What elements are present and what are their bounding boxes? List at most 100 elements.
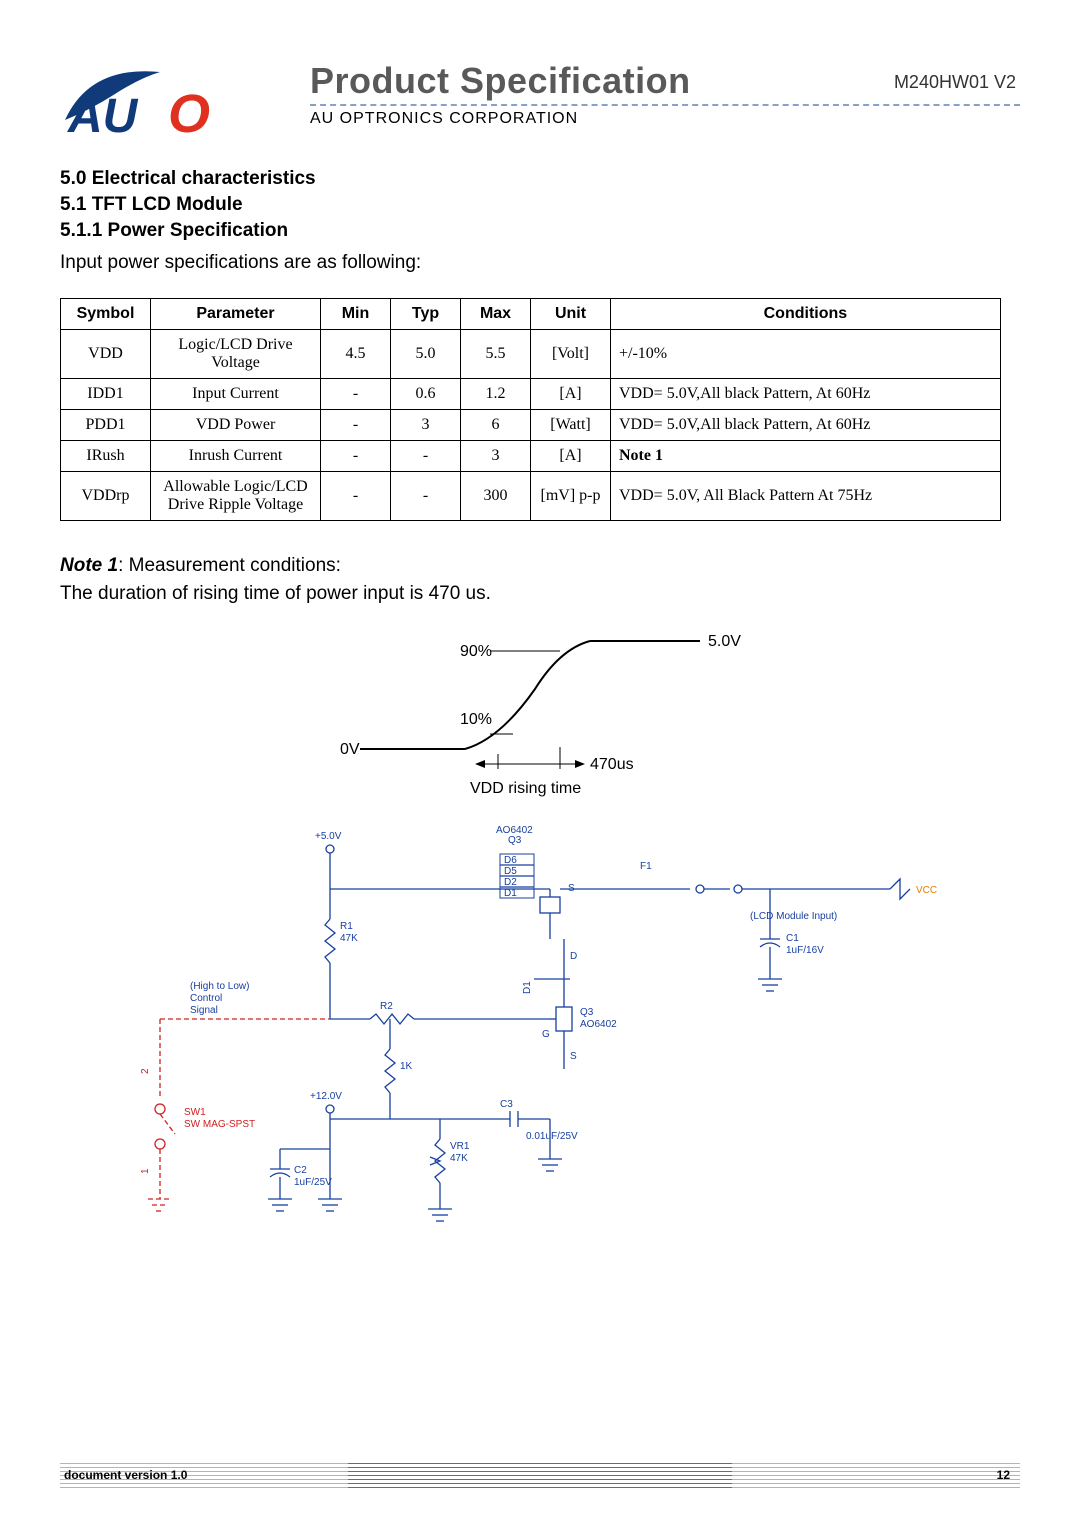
section-5-1: 5.1 TFT LCD Module [60, 194, 1020, 216]
cell-typ: 3 [391, 410, 461, 441]
col-unit: Unit [531, 299, 611, 330]
lbl-c1v: 1uF/16V [786, 945, 824, 956]
cell-cond: VDD= 5.0V,All black Pattern, At 60Hz [611, 379, 1001, 410]
label-0v: 0V [340, 741, 360, 758]
lbl-g: G [542, 1029, 550, 1040]
lbl-q3b: Q3 [580, 1007, 594, 1018]
lbl-c3v: 0.01uF/25V [526, 1131, 578, 1142]
col-min: Min [321, 299, 391, 330]
lbl-lcd: (LCD Module Input) [750, 911, 837, 922]
lbl-r1v: 47K [340, 933, 358, 944]
cell-symbol: VDD [61, 330, 151, 379]
lbl-5v: +5.0V [315, 831, 342, 842]
lbl-ctl1: (High to Low) [190, 981, 249, 992]
label-5v: 5.0V [708, 633, 741, 650]
lbl-c1: C1 [786, 933, 799, 944]
lbl-d6: D6 [504, 855, 517, 866]
page-footer: document version 1.0 12 [60, 1462, 1020, 1488]
cell-param: Allowable Logic/LCDDrive Ripple Voltage [151, 472, 321, 521]
page-header: AU O Product Specification M240HW01 V2 A… [60, 60, 1020, 140]
lbl-n1: 1 [140, 1168, 151, 1174]
doc-version: document version 1.0 [64, 1468, 187, 1482]
footer-band: document version 1.0 12 [60, 1462, 1020, 1488]
label-10pct: 10% [460, 711, 492, 728]
lbl-sw1b: SW MAG-SPST [184, 1119, 255, 1130]
cell-min: - [321, 472, 391, 521]
auo-logo: AU O [60, 60, 270, 140]
lbl-ao2: AO6402 [580, 1019, 617, 1030]
col-parameter: Parameter [151, 299, 321, 330]
lbl-s2: S [570, 1051, 577, 1062]
cell-param: Inrush Current [151, 441, 321, 472]
lbl-ctl3: Signal [190, 1005, 218, 1016]
table-row: VDD Logic/LCD DriveVoltage 4.5 5.0 5.5 [… [61, 330, 1001, 379]
lbl-1k: 1K [400, 1061, 413, 1072]
cell-max: 1.2 [461, 379, 531, 410]
svg-text:O: O [168, 84, 210, 140]
lbl-r1: R1 [340, 921, 353, 932]
label-90pct: 90% [460, 643, 492, 660]
col-max: Max [461, 299, 531, 330]
note-label: Note 1 [60, 555, 118, 576]
title-divider [310, 104, 1020, 106]
cell-max: 300 [461, 472, 531, 521]
lbl-vcc: VCC [916, 885, 937, 896]
cell-typ: - [391, 472, 461, 521]
cell-unit: [Volt] [531, 330, 611, 379]
col-conditions: Conditions [611, 299, 1001, 330]
power-spec-table: Symbol Parameter Min Typ Max Unit Condit… [60, 298, 1001, 521]
table-header-row: Symbol Parameter Min Typ Max Unit Condit… [61, 299, 1001, 330]
col-typ: Typ [391, 299, 461, 330]
cell-param: VDD Power [151, 410, 321, 441]
col-symbol: Symbol [61, 299, 151, 330]
lbl-c2: C2 [294, 1165, 307, 1176]
lbl-c3: C3 [500, 1099, 513, 1110]
lbl-d1: D1 [504, 888, 517, 899]
cell-unit: [A] [531, 379, 611, 410]
title-group: Product Specification M240HW01 V2 AU OPT… [310, 60, 1020, 128]
cell-min: 4.5 [321, 330, 391, 379]
cell-unit: [Watt] [531, 410, 611, 441]
lbl-c2v: 1uF/25V [294, 1177, 332, 1188]
figure-circuit: +5.0V D6 D5 D2 D1 Q3 AO6402 S F1 VCC (LC… [130, 819, 950, 1239]
svg-text:D1: D1 [522, 981, 533, 994]
lbl-vr1: VR1 [450, 1141, 470, 1152]
lbl-f1: F1 [640, 861, 652, 872]
cell-unit: [A] [531, 441, 611, 472]
cell-symbol: VDDrp [61, 472, 151, 521]
cell-unit: [mV] p-p [531, 472, 611, 521]
lbl-ctl2: Control [190, 993, 222, 1004]
cell-typ: 5.0 [391, 330, 461, 379]
cell-min: - [321, 441, 391, 472]
cell-param: Logic/LCD DriveVoltage [151, 330, 321, 379]
cell-symbol: IDD1 [61, 379, 151, 410]
cell-cond: +/-10% [611, 330, 1001, 379]
lbl-n2: 2 [140, 1068, 151, 1074]
cell-cond: Note 1 [611, 441, 1001, 472]
table-row: PDD1 VDD Power - 3 6 [Watt] VDD= 5.0V,Al… [61, 410, 1001, 441]
cell-cond: VDD= 5.0V, All Black Pattern At 75Hz [611, 472, 1001, 521]
cell-symbol: IRush [61, 441, 151, 472]
intro-text: Input power specifications are as follow… [60, 252, 1020, 274]
product-number: M240HW01 V2 [894, 72, 1016, 93]
svg-text:AU: AU [67, 90, 139, 140]
cell-min: - [321, 379, 391, 410]
cell-max: 5.5 [461, 330, 531, 379]
fig1-caption: VDD rising time [470, 780, 581, 797]
cell-symbol: PDD1 [61, 410, 151, 441]
lbl-sw1: SW1 [184, 1107, 206, 1118]
cell-max: 6 [461, 410, 531, 441]
table-row: VDDrp Allowable Logic/LCDDrive Ripple Vo… [61, 472, 1001, 521]
section-5-0: 5.0 Electrical characteristics [60, 168, 1020, 190]
figure-vdd-rising: 90% 10% 0V 5.0V 470us VDD rising time [300, 619, 780, 789]
note-line-2: The duration of rising time of power inp… [60, 583, 1020, 605]
cell-cond: VDD= 5.0V,All black Pattern, At 60Hz [611, 410, 1001, 441]
lbl-r2: R2 [380, 1001, 393, 1012]
note-1: Note 1: Measurement conditions: [60, 555, 1020, 577]
corp-name: AU OPTRONICS CORPORATION [310, 110, 1020, 128]
label-470us: 470us [590, 756, 634, 773]
lbl-d5: D5 [504, 866, 517, 877]
note-text: : Measurement conditions: [118, 555, 341, 576]
cell-typ: 0.6 [391, 379, 461, 410]
table-row: IRush Inrush Current - - 3 [A] Note 1 [61, 441, 1001, 472]
